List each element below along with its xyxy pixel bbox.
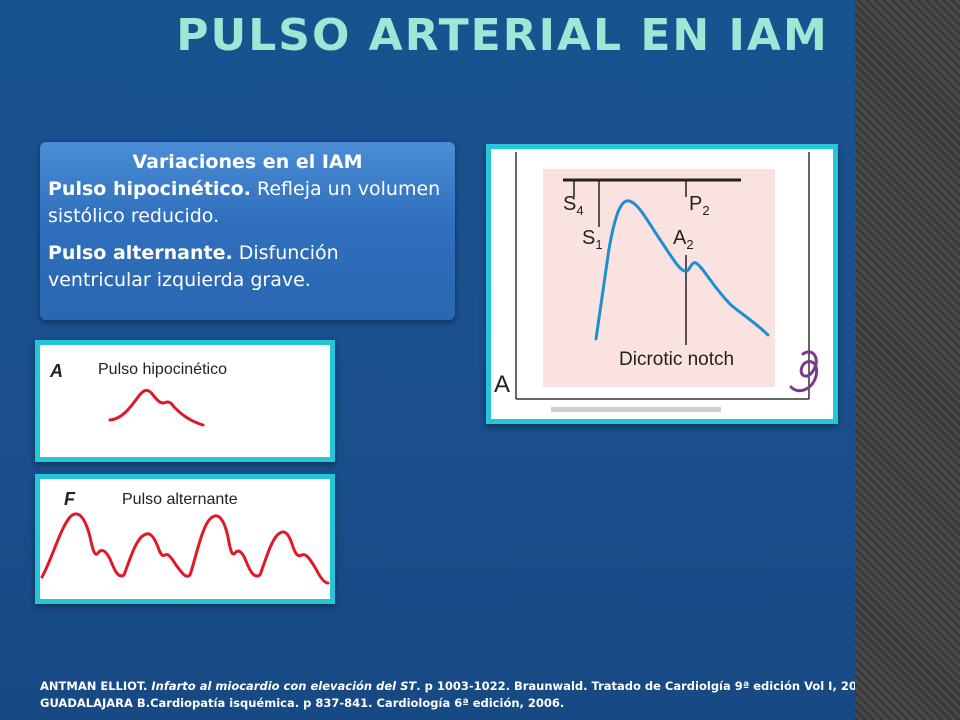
a2-label-sub: 2 bbox=[686, 237, 694, 252]
figure-letter: A bbox=[494, 371, 511, 398]
heart-logo-icon bbox=[789, 350, 818, 393]
figure-caption-fine-print bbox=[551, 407, 721, 412]
a2-label: A2 bbox=[673, 227, 694, 252]
s1-label-sub: 1 bbox=[595, 237, 603, 252]
textbox-heading: Variaciones en el IAM bbox=[132, 151, 363, 173]
item-alternans: Pulso alternante. Disfunción ventricular… bbox=[48, 240, 447, 294]
s4-label-sub: 4 bbox=[576, 203, 584, 218]
s1-label: S1 bbox=[582, 227, 603, 252]
figure-letter: A bbox=[50, 361, 63, 381]
item-text: Disfunción ventricular izquierda grave. bbox=[48, 242, 339, 291]
p2-label-text: P bbox=[689, 193, 703, 215]
alternans-pulse-figure: F Pulso alternante bbox=[35, 474, 335, 604]
references: ANTMAN ELLIOT. Infarto al miocardio con … bbox=[40, 678, 855, 712]
figure-label: Pulso alternante bbox=[122, 491, 238, 508]
item-hypokinetic: Pulso hipocinético. Refleja un volumen s… bbox=[48, 176, 447, 230]
item-term: Pulso alternante. bbox=[48, 242, 233, 264]
s4-label-text: S bbox=[563, 193, 577, 215]
dicrotic-notch-label: Dicrotic notch bbox=[619, 349, 735, 370]
variations-textbox: Variaciones en el IAM Pulso hipocinético… bbox=[40, 142, 455, 320]
figure-label: Pulso hipocinético bbox=[98, 361, 227, 378]
hypokinetic-waveform bbox=[108, 388, 205, 427]
slide-canvas: Pulso arterial en IAM Variaciones en el … bbox=[0, 0, 855, 720]
alternans-waveform bbox=[40, 512, 330, 585]
hypokinetic-pulse-figure: A Pulso hipocinético bbox=[35, 340, 335, 462]
a2-label-text: A bbox=[673, 227, 687, 249]
carotid-pulse-diagram bbox=[515, 152, 818, 412]
s1-label-text: S bbox=[582, 227, 596, 249]
p2-label-sub: 2 bbox=[702, 203, 710, 218]
reference-rest: . p 1003-1022. Braunwald. Tratado de Car… bbox=[416, 679, 855, 693]
slide-title: Pulso arterial en IAM bbox=[176, 10, 829, 61]
reference-author: ANTMAN ELLIOT. bbox=[40, 679, 148, 693]
dicrotic-pulse-figure: A S4 S1 P2 A2 Dicrotic notch bbox=[486, 144, 838, 424]
reference-title: Infarto al miocardio con elevación del S… bbox=[151, 679, 417, 693]
pulse-waveform-line bbox=[594, 199, 770, 341]
decorative-side-strip bbox=[855, 0, 960, 720]
figure-letter: F bbox=[64, 489, 75, 509]
reference-author: GUADALAJARA B. bbox=[40, 696, 151, 710]
p2-label: P2 bbox=[689, 193, 710, 218]
item-text: Refleja un volumen sistólico reducido. bbox=[48, 178, 441, 227]
reference-line: GUADALAJARA B.Cardiopatía isquémica. p 8… bbox=[40, 695, 855, 712]
reference-line: ANTMAN ELLIOT. Infarto al miocardio con … bbox=[40, 678, 855, 695]
reference-rest: Cardiopatía isquémica. p 837-841. Cardio… bbox=[150, 696, 565, 710]
item-term: Pulso hipocinético. bbox=[48, 178, 251, 200]
s4-label: S4 bbox=[563, 193, 584, 218]
